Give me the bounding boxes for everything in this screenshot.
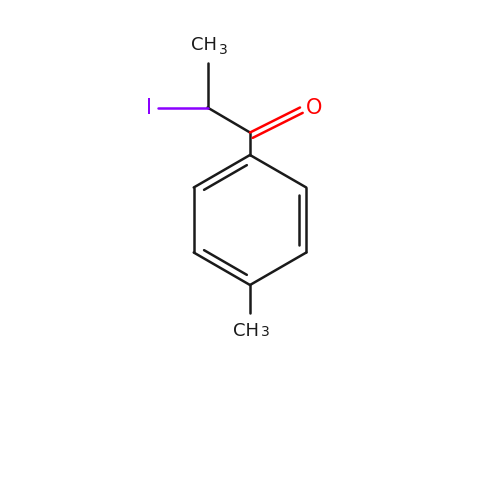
Text: CH: CH [190,36,216,54]
Text: 3: 3 [261,326,270,340]
Text: CH: CH [233,322,259,340]
Text: 3: 3 [218,44,227,58]
Text: I: I [146,98,152,117]
Text: O: O [306,98,322,117]
